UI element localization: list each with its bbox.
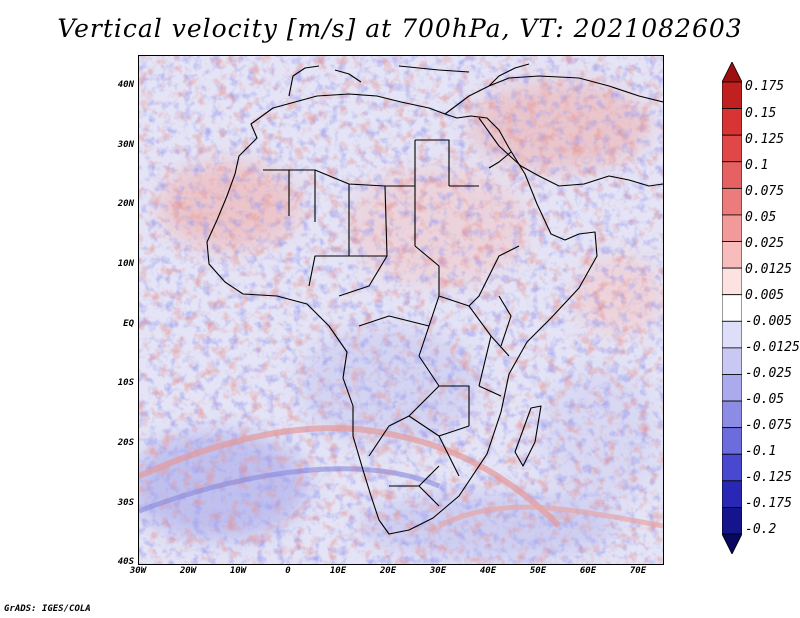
colorbar-label: -0.2 (745, 522, 777, 537)
colorbar-swatch (722, 187, 742, 216)
lon-label-40e: 40E (479, 566, 497, 576)
colorbar-label: -0.05 (745, 392, 785, 407)
colorbar-swatch (722, 427, 742, 455)
colorbar-label: 0.075 (745, 184, 785, 199)
lat-label-10s: 10S (117, 378, 134, 388)
velocity-field-map (139, 56, 663, 564)
colorbar-label: -0.1 (745, 444, 777, 459)
lon-label-30w: 30W (129, 566, 147, 576)
colorbar-swatch (722, 320, 742, 349)
colorbar-label: -0.075 (745, 418, 792, 433)
colorbar-label: 0.175 (745, 79, 785, 94)
lon-label-30e: 30E (429, 566, 447, 576)
colorbar-swatch (722, 161, 742, 189)
credit-text: GrADS: IGES/COLA (4, 604, 91, 614)
colorbar-label: 0.005 (745, 288, 785, 303)
coastlines-and-borders (206, 63, 663, 535)
colorbar-swatch (722, 453, 742, 482)
colorbar-label: 0.1 (745, 158, 769, 173)
lon-label-0: 0 (285, 566, 291, 576)
colorbar-label: -0.125 (745, 470, 792, 485)
lon-label-50e: 50E (529, 566, 547, 576)
lon-label-10e: 10E (329, 566, 347, 576)
colorbar-label: 0.05 (745, 210, 777, 225)
colorbar-swatch (722, 400, 742, 429)
lon-label-60e: 60E (579, 566, 597, 576)
colorbar-swatch (722, 214, 742, 242)
lat-label-40n: 40N (117, 80, 134, 90)
lat-label-10n: 10N (117, 259, 134, 269)
colorbar-swatch (722, 81, 742, 109)
map-panel (138, 55, 664, 565)
colorbar-swatch (722, 347, 742, 375)
colorbar-label: 0.025 (745, 236, 785, 251)
map-title: Vertical velocity [m/s] at 700hPa, VT: 2… (57, 14, 743, 43)
colorbar-label: 0.15 (745, 106, 777, 121)
colorbar-swatch (722, 108, 742, 136)
colorbar-label: -0.025 (745, 366, 792, 381)
colorbar-swatch (722, 480, 742, 508)
colorbar-label: -0.005 (745, 314, 792, 329)
lat-label-30n: 30N (117, 140, 134, 150)
lon-label-10w: 10W (229, 566, 247, 576)
lat-label-20s: 20S (117, 438, 134, 448)
colorbar-label: -0.0125 (745, 340, 800, 355)
lon-label-20w: 20W (179, 566, 197, 576)
lat-label-40s: 40S (117, 557, 134, 567)
colorbar-label: 0.0125 (745, 262, 792, 277)
colorbar-swatch (722, 241, 742, 269)
lon-label-20e: 20E (379, 566, 397, 576)
colorbar-swatch (722, 533, 742, 554)
colorbar-swatch (722, 62, 742, 83)
colorbar-label: -0.175 (745, 496, 792, 511)
lat-label-eq: EQ (123, 319, 134, 329)
colorbar-swatch (722, 294, 742, 322)
colorbar (722, 62, 742, 554)
colorbar-swatch (722, 134, 742, 163)
colorbar-swatch (722, 267, 742, 296)
lon-label-70e: 70E (629, 566, 647, 576)
colorbar-swatch (722, 507, 742, 535)
colorbar-swatch (722, 374, 742, 402)
lat-label-30s: 30S (117, 498, 134, 508)
colorbar-label: 0.125 (745, 132, 785, 147)
lat-label-20n: 20N (117, 199, 134, 209)
